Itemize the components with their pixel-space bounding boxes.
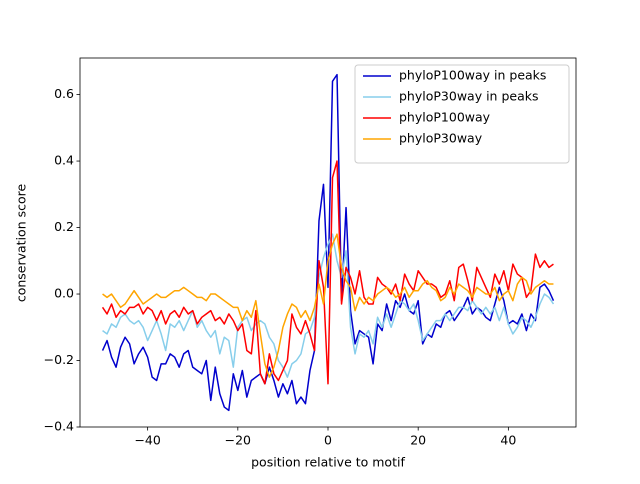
y-tick-label: −0.2 (44, 352, 74, 367)
legend-label: phyloP30way (399, 131, 483, 146)
y-tick-label: 0.4 (54, 153, 74, 168)
line-series (102, 233, 554, 378)
x-tick-label: −20 (225, 433, 251, 448)
y-tick-label: 0.6 (54, 86, 74, 101)
legend-label: phyloP100way in peaks (399, 68, 546, 83)
axes-frame (79, 57, 577, 428)
legend-box (354, 64, 570, 164)
y-tick-label: 0.2 (54, 219, 74, 234)
x-tick-label: 0 (324, 433, 332, 448)
y-tick-label: −0.4 (44, 419, 74, 434)
y-tick-label: 0.0 (54, 286, 74, 301)
x-tick-label: 20 (410, 433, 426, 448)
y-axis-label: conservation score (14, 184, 29, 303)
x-tick-label: −40 (134, 433, 160, 448)
x-tick-label: 40 (500, 433, 516, 448)
line-series (101, 160, 554, 385)
legend-label: phyloP30way in peaks (399, 89, 538, 104)
x-axis-label: position relative to motif (251, 455, 405, 470)
line-series (102, 233, 555, 378)
legend-label: phyloP100way (399, 110, 491, 125)
